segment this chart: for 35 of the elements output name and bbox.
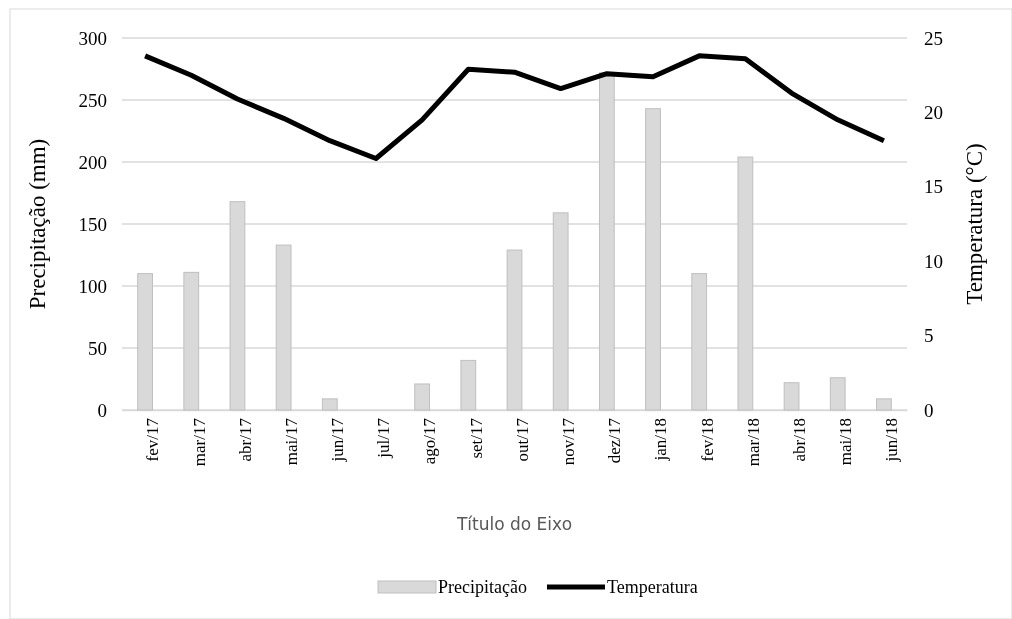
x-tick-label: nov/17: [559, 417, 579, 466]
x-tick-label: fev/17: [143, 417, 163, 462]
legend-label: Temperatura: [606, 577, 698, 598]
x-tick-label: mar/18: [743, 418, 763, 467]
x-tick-label: dez/17: [605, 417, 625, 464]
y2-tick-label: 20: [924, 101, 943, 123]
y-tick-label: 100: [78, 275, 107, 297]
y2-tick-label: 25: [924, 27, 943, 49]
x-tick-label: mai/18: [836, 418, 856, 466]
y-tick-label: 0: [97, 399, 107, 421]
x-tick-label: abr/17: [235, 417, 255, 462]
y2-tick-label: 0: [924, 399, 934, 421]
y-axis-title: Precipitação (mm): [25, 138, 50, 310]
y-tick-label: 250: [78, 89, 107, 111]
x-tick-label: out/17: [512, 417, 532, 462]
x-tick-label: jul/17: [374, 417, 394, 459]
x-tick-label: mar/17: [189, 417, 209, 467]
y2-axis-title: Temperatura (°C): [962, 143, 987, 305]
x-tick-label: mai/17: [281, 417, 301, 466]
y-tick-label: 50: [88, 337, 107, 359]
x-tick-label: jun/18: [882, 418, 902, 463]
x-tick-label: abr/18: [789, 418, 809, 462]
y-tick-label: 150: [78, 213, 107, 235]
x-tick-label: jan/18: [651, 418, 671, 462]
y-tick-label: 200: [78, 151, 107, 173]
legend-label: Precipitação: [438, 577, 527, 598]
y2-tick-label: 5: [924, 325, 934, 347]
y-tick-label: 300: [78, 27, 107, 49]
x-tick-label: fev/18: [697, 418, 717, 462]
x-tick-label: set/17: [466, 417, 486, 459]
x-tick-label: ago/17: [420, 417, 440, 465]
x-tick-label: jun/17: [328, 417, 348, 463]
y2-tick-label: 15: [924, 176, 943, 198]
y2-tick-label: 10: [924, 250, 943, 272]
x-axis-title: Título do Eixo: [455, 514, 573, 534]
